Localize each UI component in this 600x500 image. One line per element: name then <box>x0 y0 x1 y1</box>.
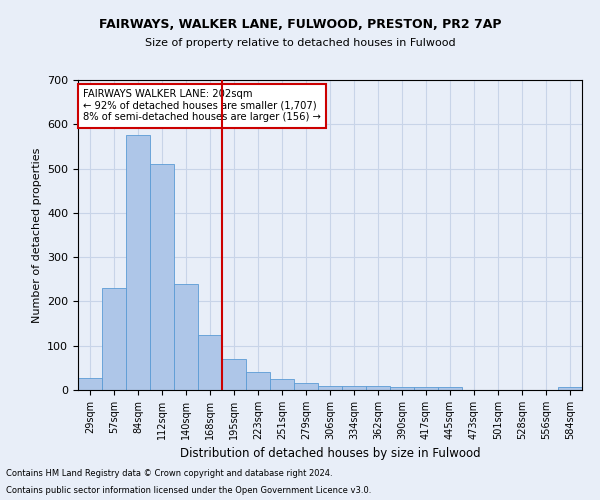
Bar <box>414 388 438 390</box>
Y-axis label: Number of detached properties: Number of detached properties <box>32 148 41 322</box>
Bar <box>294 384 318 390</box>
Bar <box>390 388 414 390</box>
Bar <box>78 378 102 390</box>
Bar <box>270 379 294 390</box>
Text: Contains HM Land Registry data © Crown copyright and database right 2024.: Contains HM Land Registry data © Crown c… <box>6 468 332 477</box>
Text: FAIRWAYS, WALKER LANE, FULWOOD, PRESTON, PR2 7AP: FAIRWAYS, WALKER LANE, FULWOOD, PRESTON,… <box>99 18 501 30</box>
Text: Contains public sector information licensed under the Open Government Licence v3: Contains public sector information licen… <box>6 486 371 495</box>
Text: FAIRWAYS WALKER LANE: 202sqm
← 92% of detached houses are smaller (1,707)
8% of : FAIRWAYS WALKER LANE: 202sqm ← 92% of de… <box>83 90 321 122</box>
Bar <box>198 334 222 390</box>
Bar <box>102 288 126 390</box>
Bar <box>222 359 246 390</box>
Bar <box>150 164 174 390</box>
Bar <box>558 388 582 390</box>
X-axis label: Distribution of detached houses by size in Fulwood: Distribution of detached houses by size … <box>179 448 481 460</box>
Text: Size of property relative to detached houses in Fulwood: Size of property relative to detached ho… <box>145 38 455 48</box>
Bar <box>342 386 366 390</box>
Bar <box>366 386 390 390</box>
Bar <box>174 284 198 390</box>
Bar <box>126 136 150 390</box>
Bar <box>438 388 462 390</box>
Bar <box>318 386 342 390</box>
Bar <box>246 372 270 390</box>
